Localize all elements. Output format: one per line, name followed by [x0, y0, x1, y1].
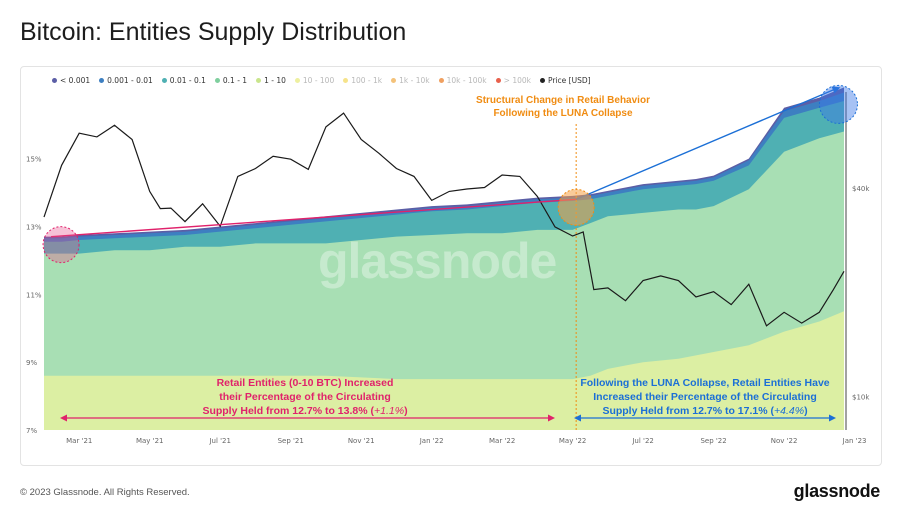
- legend-swatch-icon: [99, 78, 105, 83]
- legend-swatch-icon: [495, 78, 501, 83]
- annotation-left-close: ): [404, 405, 408, 417]
- legend-label: 1 - 10: [264, 76, 286, 85]
- range-post-luna-right-arrow-icon: [829, 414, 836, 422]
- x-tick-label: Mar '22: [489, 437, 515, 445]
- legend-item[interactable]: 1k - 10k: [391, 76, 430, 85]
- legend-item[interactable]: 100 - 1k: [343, 76, 382, 85]
- legend-item[interactable]: 0.1 - 1: [214, 76, 248, 85]
- y-tick-label: 15%: [26, 156, 42, 164]
- y-tick-label: 7%: [26, 427, 37, 435]
- legend-item[interactable]: < 0.001: [52, 76, 90, 85]
- legend-label: < 0.001: [60, 76, 91, 85]
- chart-title: Bitcoin: Entities Supply Distribution: [20, 18, 407, 46]
- legend-swatch-icon: [294, 78, 300, 83]
- range-pre-luna-right-arrow-icon: [548, 414, 555, 422]
- luna-highlight-circle: [557, 188, 595, 226]
- x-axis: Mar '21 May '21 Jul '21 Sep '21 Nov '21 Jan '…: [66, 437, 866, 445]
- x-tick-label: Nov '21: [348, 437, 375, 445]
- price-tick-label: $10k: [852, 393, 870, 401]
- annotation-right-line-1: Following the LUNA Collapse, Retail Enti…: [580, 377, 830, 389]
- legend-label: 0.1 - 1: [222, 76, 248, 85]
- annotation-left-line-1: Retail Entities (0-10 BTC) Increased: [216, 377, 394, 389]
- annotation-left-pct: +1.1%: [373, 405, 405, 417]
- annotation-top-line-1: Structural Change in Retail Behavior: [476, 95, 650, 106]
- legend-label: > 100k: [503, 76, 531, 85]
- legend-swatch-icon: [256, 78, 262, 83]
- annotation-left-line-3: Supply Held from 12.7% to 13.8% (+1.1%): [170, 404, 440, 418]
- y-tick-label: 11%: [26, 291, 42, 299]
- legend-label: Price [USD]: [547, 76, 591, 85]
- price-tick-label: $40k: [852, 185, 870, 193]
- price-line-group: [43, 112, 845, 327]
- annotation-right-line-2: Increased their Percentage of the Circul…: [593, 391, 817, 403]
- annotation-left-text: Supply Held from 12.7% to 13.8% (: [202, 405, 374, 417]
- legend-swatch-icon: [343, 78, 349, 83]
- legend-item[interactable]: 0.01 - 0.1: [161, 76, 206, 85]
- legend-item[interactable]: 1 - 10: [256, 76, 286, 85]
- x-tick-label: Jul '22: [631, 437, 654, 445]
- brand-logo[interactable]: glassnode: [793, 481, 881, 501]
- legend-swatch-icon: [539, 78, 545, 83]
- area-01-1: [44, 131, 844, 430]
- x-tick-label: Jan '22: [419, 437, 444, 445]
- annotation-right-close: ): [804, 405, 808, 417]
- x-tick-label: May '21: [136, 437, 164, 445]
- x-tick-label: Nov '22: [771, 437, 798, 445]
- annotation-overlay: [42, 84, 858, 430]
- x-tick-label: May '22: [559, 437, 587, 445]
- annotation-right-pct: +4.4%: [773, 405, 805, 417]
- x-tick-label: Jul '21: [208, 437, 231, 445]
- x-tick-label: Mar '21: [66, 437, 92, 445]
- y-tick-label: 13%: [26, 223, 42, 231]
- copyright: © 2023 Glassnode. All Rights Reserved.: [20, 487, 190, 498]
- start-highlight-circle: [42, 226, 80, 264]
- annotation-right-text: Supply Held from 12.7% to 17.1% (: [602, 405, 774, 417]
- legend-label: 1k - 10k: [399, 76, 430, 85]
- end-highlight-circle: [818, 84, 858, 124]
- area-1-10: [44, 311, 844, 430]
- range-post-luna-left-arrow-icon: [574, 414, 581, 422]
- annotation-right-line-3: Supply Held from 12.7% to 17.1% (+4.4%): [560, 404, 850, 418]
- range-pre-luna-left-arrow-icon: [60, 414, 67, 422]
- annotation-structural-change: Structural Change in Retail Behavior Fol…: [448, 94, 678, 120]
- legend-swatch-icon: [214, 78, 220, 83]
- legend-label: 10 - 100: [302, 76, 335, 85]
- legend-item[interactable]: 0.001 - 0.01: [99, 76, 153, 85]
- annotation-retail-post-luna: Following the LUNA Collapse, Retail Enti…: [560, 376, 850, 418]
- y-axis-right: $40k $10k: [845, 92, 870, 430]
- legend-swatch-icon: [438, 78, 444, 83]
- legend-item[interactable]: > 100k: [495, 76, 531, 85]
- legend-label: 100 - 1k: [351, 76, 383, 85]
- x-tick-label: Jan '23: [842, 437, 867, 445]
- x-tick-label: Sep '21: [278, 437, 304, 445]
- y-tick-label: 9%: [26, 359, 37, 367]
- legend-item[interactable]: 10k - 100k: [438, 76, 487, 85]
- trend-line-post-luna: [575, 88, 835, 200]
- legend-label: 10k - 100k: [446, 76, 487, 85]
- chart-legend: < 0.001 0.001 - 0.01 0.01 - 0.1 0.1 - 1 1 - …: [52, 76, 591, 85]
- stacked-areas: [44, 87, 844, 430]
- legend-swatch-icon: [391, 78, 397, 83]
- trend-line-pre-luna: [50, 198, 577, 238]
- price-line: [43, 112, 845, 327]
- annotation-left-line-2: their Percentage of the Circulating: [219, 391, 391, 403]
- legend-swatch-icon: [52, 78, 57, 83]
- annotation-retail-pre-luna: Retail Entities (0-10 BTC) Increased the…: [170, 376, 440, 418]
- legend-item[interactable]: 10 - 100: [294, 76, 335, 85]
- legend-label: 0.01 - 0.1: [169, 76, 206, 85]
- x-tick-label: Sep '22: [700, 437, 726, 445]
- legend-label: 0.001 - 0.01: [107, 76, 153, 85]
- legend-item[interactable]: Price [USD]: [539, 76, 591, 85]
- annotation-top-line-2: Following the LUNA Collapse: [493, 108, 633, 119]
- legend-swatch-icon: [161, 78, 167, 83]
- trend-arrow-head-icon: [831, 86, 841, 94]
- watermark: glassnode: [318, 233, 557, 289]
- y-axis-left: 15% 13% 11% 9% 7%: [26, 156, 42, 435]
